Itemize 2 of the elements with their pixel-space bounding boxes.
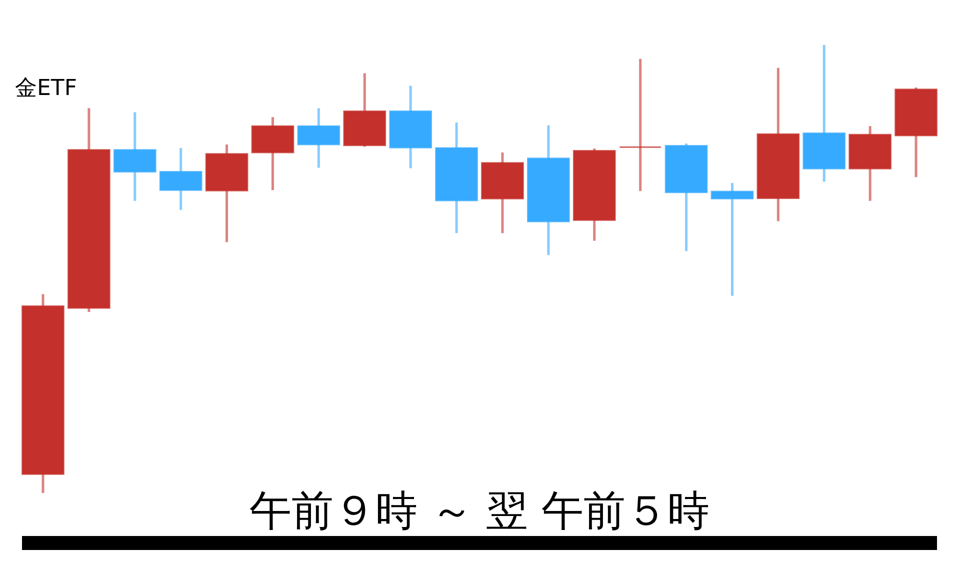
text: 金ETF [15, 76, 77, 101]
x-axis-title: 午前９時 ～ 翌 午前５時 [249, 486, 710, 535]
